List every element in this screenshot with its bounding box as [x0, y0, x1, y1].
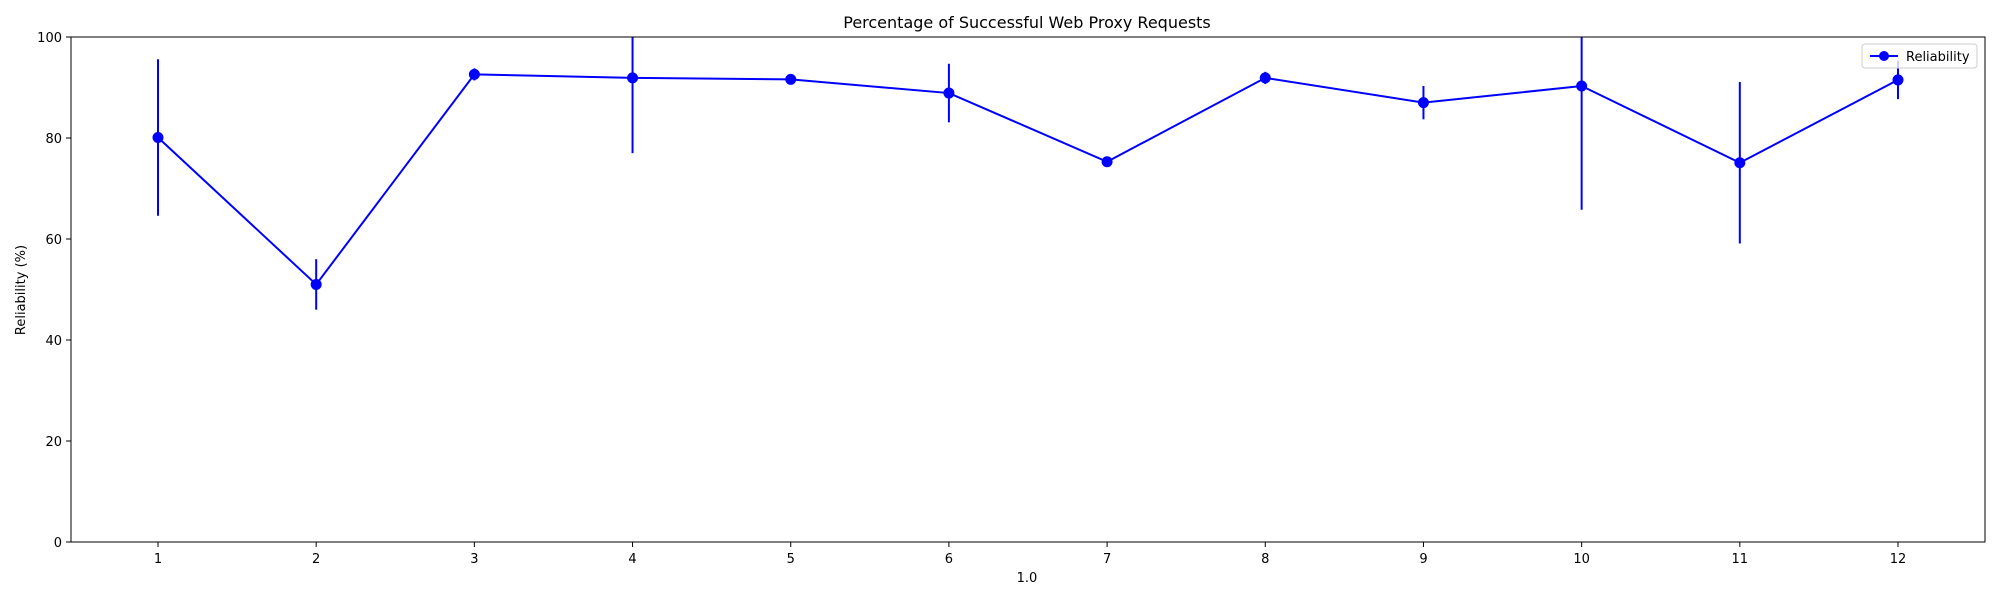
data-point: [1576, 80, 1588, 92]
data-point: [1259, 72, 1271, 84]
x-tick-label: 5: [787, 552, 795, 567]
x-tick-label: 8: [1261, 552, 1269, 567]
data-point: [1417, 97, 1429, 109]
x-axis-label: 1.0: [1017, 571, 1038, 586]
data-point: [1101, 156, 1113, 168]
x-tick-label: 11: [1732, 552, 1749, 567]
axes-frame: [70, 36, 1986, 543]
data-point: [1892, 74, 1904, 86]
legend-marker: [1879, 51, 1889, 61]
x-tick-label: 4: [628, 552, 636, 567]
x-tick-label: 1: [154, 552, 162, 567]
chart-title: Percentage of Successful Web Proxy Reque…: [843, 13, 1211, 32]
x-tick-label: 2: [312, 552, 320, 567]
data-point: [1734, 157, 1746, 169]
x-tick-label: 6: [945, 552, 953, 567]
series-line-reliability: [157, 73, 1899, 286]
x-tick-label: 12: [1890, 552, 1907, 567]
legend: Reliability: [1861, 43, 1978, 69]
y-tick-label: 60: [45, 233, 62, 248]
data-point: [785, 73, 797, 85]
y-tick-label: 80: [45, 132, 62, 147]
y-tick-label: 100: [37, 31, 62, 46]
legend-label: Reliability: [1906, 50, 1970, 65]
data-point: [468, 68, 480, 80]
data-point: [627, 72, 639, 84]
series-group: [152, 37, 1904, 310]
data-point: [310, 278, 322, 290]
x-tick-label: 10: [1573, 552, 1590, 567]
x-tick-label: 7: [1103, 552, 1111, 567]
x-tick-label: 9: [1419, 552, 1427, 567]
y-axis-label: Reliability (%): [14, 245, 29, 335]
y-tick-label: 20: [45, 435, 62, 450]
legend-box: [1861, 43, 1978, 69]
y-tick-label: 0: [54, 536, 62, 551]
data-point: [152, 131, 164, 143]
data-point: [943, 87, 955, 99]
y-tick-label: 40: [45, 334, 62, 349]
x-tick-label: 3: [470, 552, 478, 567]
